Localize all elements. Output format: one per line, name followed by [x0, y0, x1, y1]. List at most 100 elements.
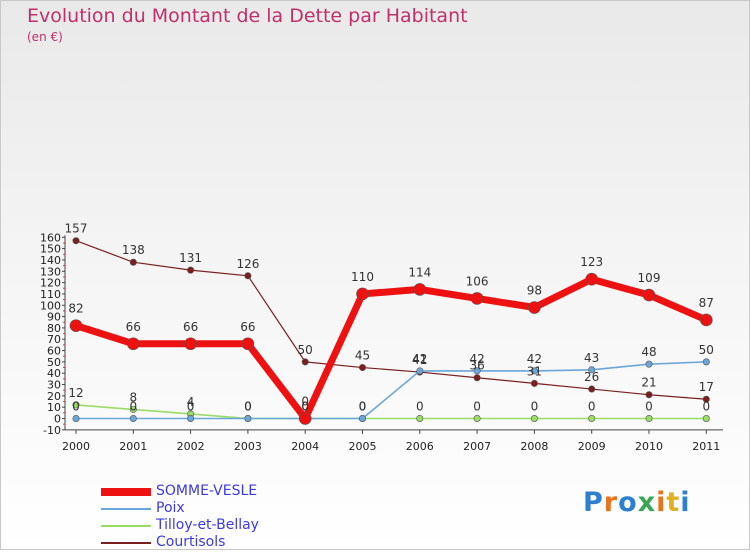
- data-point: [645, 414, 653, 422]
- x-tick-label: 2006: [406, 440, 434, 453]
- data-label: 98: [527, 284, 542, 298]
- data-point: [129, 405, 137, 413]
- x-tick-label: 2010: [635, 440, 663, 453]
- data-point: [585, 272, 599, 286]
- data-point: [699, 313, 713, 327]
- y-tick-label: -10: [43, 424, 61, 437]
- data-label: 110: [351, 270, 374, 284]
- chart-title: Evolution du Montant de la Dette par Hab…: [27, 5, 468, 27]
- data-label: 66: [240, 320, 255, 334]
- data-point: [588, 366, 596, 374]
- y-tick-label: 130: [40, 265, 61, 278]
- y-tick-label: 0: [54, 413, 61, 426]
- x-tick-label: 2001: [119, 440, 147, 453]
- y-tick-label: 10: [47, 401, 61, 414]
- data-label: 82: [68, 302, 83, 316]
- data-point: [645, 360, 653, 368]
- data-point: [127, 337, 140, 351]
- data-label: 106: [466, 274, 489, 288]
- data-label: 0: [359, 400, 367, 414]
- y-tick-label: 60: [47, 345, 61, 358]
- data-point: [530, 379, 538, 387]
- data-point: [358, 364, 366, 372]
- data-point: [530, 414, 538, 422]
- x-tick-label: 2011: [692, 440, 720, 453]
- data-label: 0: [301, 395, 309, 409]
- data-label: 0: [702, 400, 710, 414]
- data-point: [470, 292, 484, 305]
- data-label: 36: [469, 359, 484, 373]
- y-tick-label: 160: [40, 231, 61, 244]
- data-label: 48: [641, 345, 656, 359]
- data-label: 87: [699, 296, 714, 310]
- legend-item: SOMME-VESLE: [101, 483, 361, 501]
- chart-subtitle: (en €): [27, 30, 63, 44]
- x-tick-label: 2007: [463, 440, 491, 453]
- data-point: [241, 337, 255, 351]
- data-point: [187, 414, 195, 422]
- data-label: 31: [527, 364, 542, 378]
- data-point: [588, 414, 596, 422]
- data-label: 66: [183, 320, 198, 334]
- data-label: 42: [469, 352, 484, 366]
- legend-label: SOMME-VESLE: [156, 483, 258, 499]
- x-tick-label: 2003: [234, 440, 262, 453]
- data-point: [416, 367, 424, 375]
- data-label: 126: [236, 257, 259, 271]
- data-label: 0: [301, 400, 309, 414]
- data-label: 0: [301, 400, 309, 414]
- data-label: 12: [68, 386, 83, 400]
- data-label: 0: [473, 400, 481, 414]
- series-line-somme-vesle: [74, 275, 708, 422]
- legend-swatch: [101, 525, 151, 527]
- data-point: [642, 288, 656, 302]
- data-point: [413, 283, 427, 296]
- proxiti-logo: Proxiti: [583, 487, 691, 518]
- data-point: [244, 414, 252, 422]
- data-label: 42: [412, 352, 427, 366]
- y-tick-label: 70: [47, 333, 61, 346]
- data-point: [184, 337, 197, 351]
- x-tick-label: 2005: [349, 440, 377, 453]
- y-tick-label: 30: [47, 379, 61, 392]
- data-point: [356, 287, 369, 301]
- y-tick-label: 110: [40, 288, 61, 301]
- data-point: [72, 237, 80, 245]
- legend-item: Courtisols: [101, 534, 361, 552]
- data-point: [473, 414, 481, 422]
- data-point: [528, 301, 541, 314]
- y-tick-label: 90: [47, 311, 61, 324]
- data-label: 0: [187, 400, 195, 414]
- data-label: 26: [584, 370, 599, 384]
- data-point: [645, 391, 653, 399]
- data-point: [473, 367, 481, 375]
- data-label: 0: [645, 400, 653, 414]
- data-point: [702, 358, 710, 366]
- data-point: [588, 385, 596, 393]
- y-tick-label: 40: [47, 367, 61, 380]
- data-label: 50: [298, 343, 313, 357]
- data-point: [301, 358, 309, 366]
- data-label: 0: [129, 400, 137, 414]
- data-label: 42: [527, 352, 542, 366]
- data-point: [702, 414, 710, 422]
- y-tick-label: 120: [40, 277, 61, 290]
- data-label: 0: [72, 400, 80, 414]
- series-line-poix: [76, 361, 707, 420]
- y-tick-label: 150: [40, 243, 61, 256]
- x-tick-label: 2009: [578, 440, 606, 453]
- x-tick-label: 2008: [520, 440, 548, 453]
- x-tick-label: 2000: [62, 440, 90, 453]
- legend-label: Courtisols: [156, 534, 226, 550]
- data-label: 45: [355, 349, 370, 363]
- data-point: [129, 414, 137, 422]
- data-label: 66: [126, 320, 141, 334]
- data-point: [298, 412, 312, 425]
- data-point: [416, 414, 424, 422]
- y-tick-label: 50: [47, 356, 61, 369]
- series-line-courtisols: [75, 240, 707, 400]
- data-point: [187, 266, 195, 274]
- data-point: [72, 401, 80, 409]
- x-tick-label: 2002: [177, 440, 205, 453]
